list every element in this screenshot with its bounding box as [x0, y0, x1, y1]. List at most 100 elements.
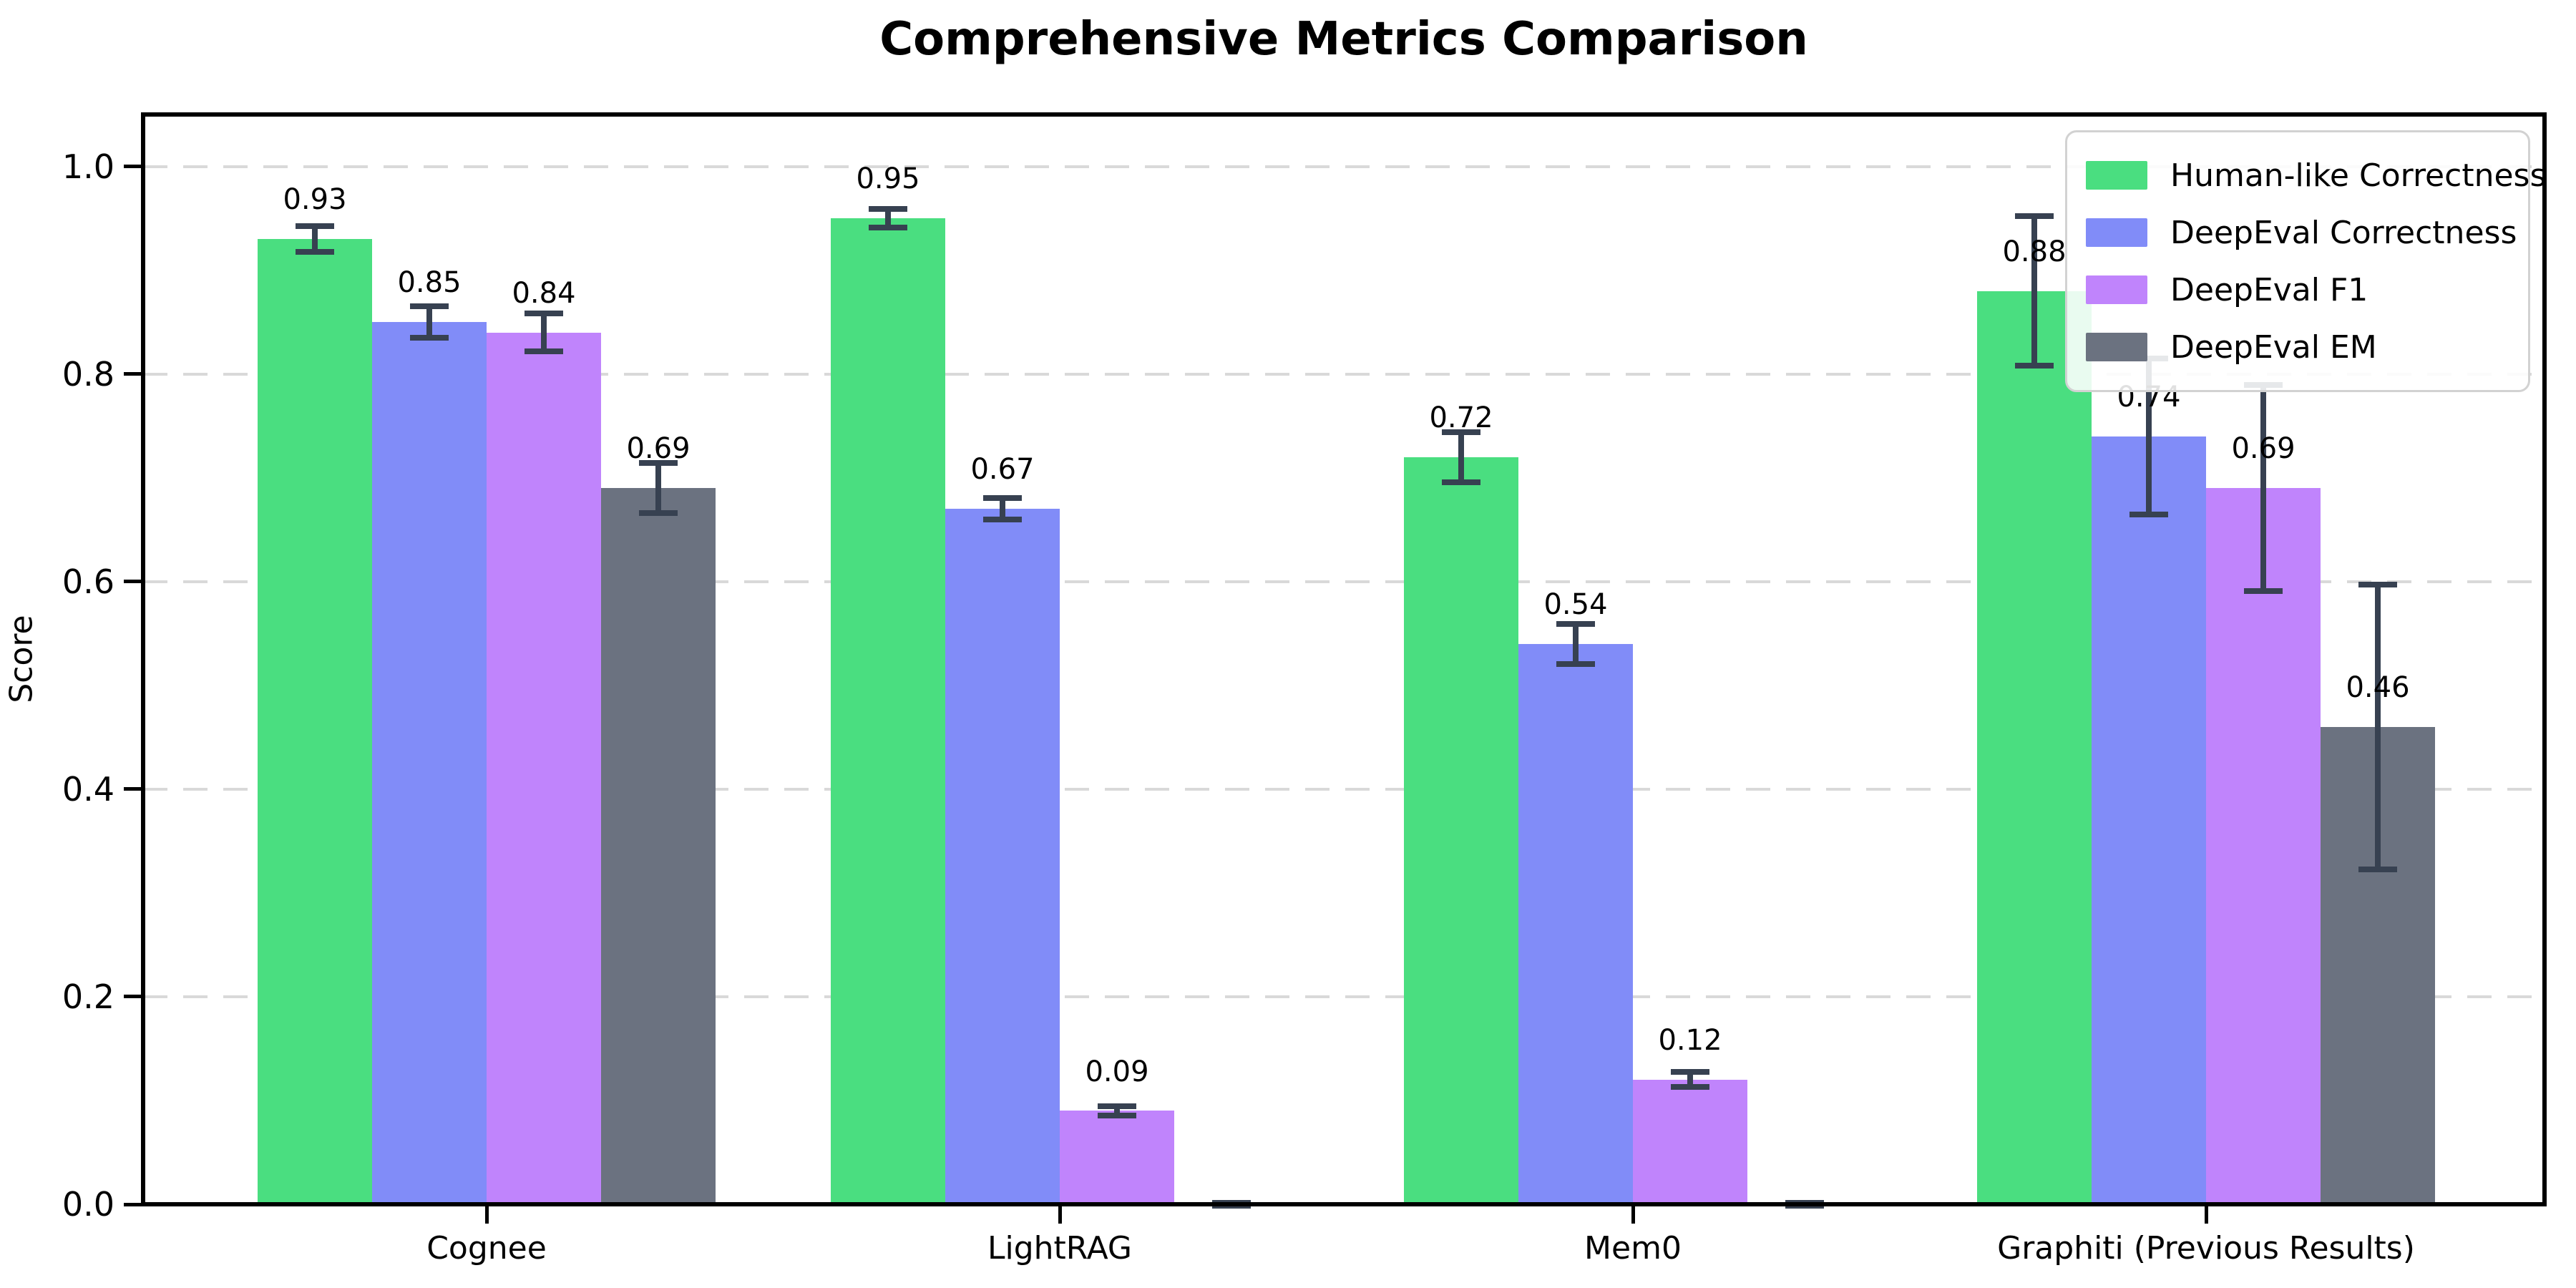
bar	[601, 488, 716, 1204]
error-bar-cap-bottom	[983, 517, 1022, 523]
error-bar	[1556, 620, 1595, 667]
y-tick-label: 1.0	[62, 147, 114, 186]
bar	[2092, 436, 2206, 1204]
y-axis-line	[141, 112, 145, 1206]
x-tick-label: LightRAG	[987, 1230, 1133, 1267]
bar	[2206, 488, 2321, 1204]
legend-item: DeepEval EM	[2086, 318, 2521, 376]
error-bar	[2358, 581, 2397, 872]
error-bar-cap-top	[983, 495, 1022, 502]
gridline	[143, 372, 2545, 376]
error-bar	[1671, 1069, 1709, 1091]
error-bar-line	[2375, 581, 2381, 872]
y-tick-label: 0.8	[62, 354, 114, 394]
error-bar	[1098, 1103, 1136, 1118]
bar	[258, 239, 372, 1204]
bar-value-label: 0.09	[1085, 1055, 1149, 1088]
bar	[1404, 457, 1518, 1204]
error-bar	[869, 205, 907, 231]
x-tick-label: Cognee	[426, 1230, 547, 1267]
error-bar-cap-top	[410, 303, 449, 310]
error-bar-cap-bottom	[1671, 1084, 1709, 1091]
error-bar-cap-bottom	[2129, 511, 2168, 517]
plot-border-top	[143, 112, 2545, 117]
legend-label: DeepEval EM	[2170, 328, 2377, 366]
error-bar-cap-top	[1556, 620, 1595, 627]
error-bar	[2015, 213, 2054, 369]
bar-value-label: 0.95	[856, 162, 920, 196]
error-bar-line	[2146, 355, 2152, 517]
error-bar	[2244, 382, 2283, 595]
x-tick-mark	[1631, 1206, 1635, 1224]
error-bar	[1442, 429, 1480, 485]
bar-value-label: 0.46	[2346, 670, 2410, 704]
error-bar	[983, 495, 1022, 523]
y-tick-label: 0.2	[62, 977, 114, 1016]
error-bar-line	[1114, 1103, 1120, 1118]
bar	[1977, 291, 2092, 1204]
plot-border-right	[2542, 112, 2547, 1206]
error-bar	[296, 223, 334, 255]
bar-value-label: 0.85	[397, 266, 462, 300]
error-bar-cap-top	[525, 311, 563, 317]
error-bar-line	[885, 205, 891, 231]
y-tick-mark	[124, 787, 141, 791]
gridline	[143, 995, 2545, 998]
bar	[1633, 1079, 1747, 1204]
error-bar-line	[1458, 429, 1464, 485]
bar-value-label: 0.72	[1429, 401, 1493, 434]
bar-value-label: 0.12	[1658, 1024, 1722, 1058]
legend-label: Human-like Correctness	[2170, 157, 2547, 194]
legend-label: DeepEval Correctness	[2170, 214, 2517, 251]
error-bar-cap-top	[639, 460, 678, 467]
plot-area: Human-like Correctness DeepEval Correctne…	[62, 112, 2547, 1267]
error-bar-line	[2260, 382, 2266, 595]
gridline	[143, 580, 2545, 583]
y-tick-mark	[124, 580, 141, 584]
bar	[372, 322, 487, 1204]
error-bar-line	[655, 460, 661, 517]
error-bar-cap-bottom	[2015, 363, 2054, 369]
chart-title: Comprehensive Metrics Comparison	[879, 13, 1808, 66]
error-bar-line	[1573, 620, 1579, 667]
error-bar-cap-bottom	[2358, 866, 2397, 872]
bar-value-label: 0.69	[2231, 432, 2296, 466]
error-bar-cap-bottom	[1098, 1112, 1136, 1118]
x-tick-mark	[484, 1206, 489, 1224]
legend-item: DeepEval F1	[2086, 261, 2521, 318]
legend-color-swatch	[2086, 333, 2147, 361]
bar	[1518, 643, 1633, 1204]
bar	[487, 332, 601, 1204]
legend-item: DeepEval Correctness	[2086, 204, 2521, 261]
error-bar-line	[541, 311, 547, 355]
bar	[831, 218, 945, 1204]
bar-value-label: 0.69	[626, 432, 691, 466]
error-bar-cap-top	[2015, 213, 2054, 219]
error-bar-line	[312, 223, 318, 255]
error-bar-cap-top	[869, 205, 907, 212]
error-bar-cap-bottom	[869, 225, 907, 231]
error-bar	[639, 460, 678, 517]
x-axis-line	[143, 1202, 2545, 1206]
legend: Human-like Correctness DeepEval Correctne…	[2065, 130, 2546, 392]
error-bar-cap-top	[1442, 429, 1480, 435]
error-bar-cap-bottom	[1442, 479, 1480, 485]
y-tick-mark	[124, 1202, 141, 1206]
gridline	[143, 165, 2545, 168]
error-bar-cap-bottom	[1556, 660, 1595, 667]
y-tick-mark	[124, 372, 141, 376]
error-bar-line	[2031, 213, 2037, 369]
gridline	[143, 787, 2545, 791]
error-bar-cap-bottom	[639, 510, 678, 517]
bar-value-label: 0.88	[2002, 235, 2067, 268]
x-tick-label: Mem0	[1584, 1230, 1682, 1267]
y-tick-label: 0.4	[62, 769, 114, 809]
x-tick-mark	[1058, 1206, 1062, 1224]
y-tick-label: 0.0	[62, 1185, 114, 1224]
error-bar	[525, 311, 563, 355]
legend-item: Human-like Correctness	[2086, 147, 2546, 204]
error-bar-line	[1000, 495, 1005, 523]
error-bar-line	[426, 303, 432, 341]
y-axis-label: Score	[3, 615, 40, 703]
